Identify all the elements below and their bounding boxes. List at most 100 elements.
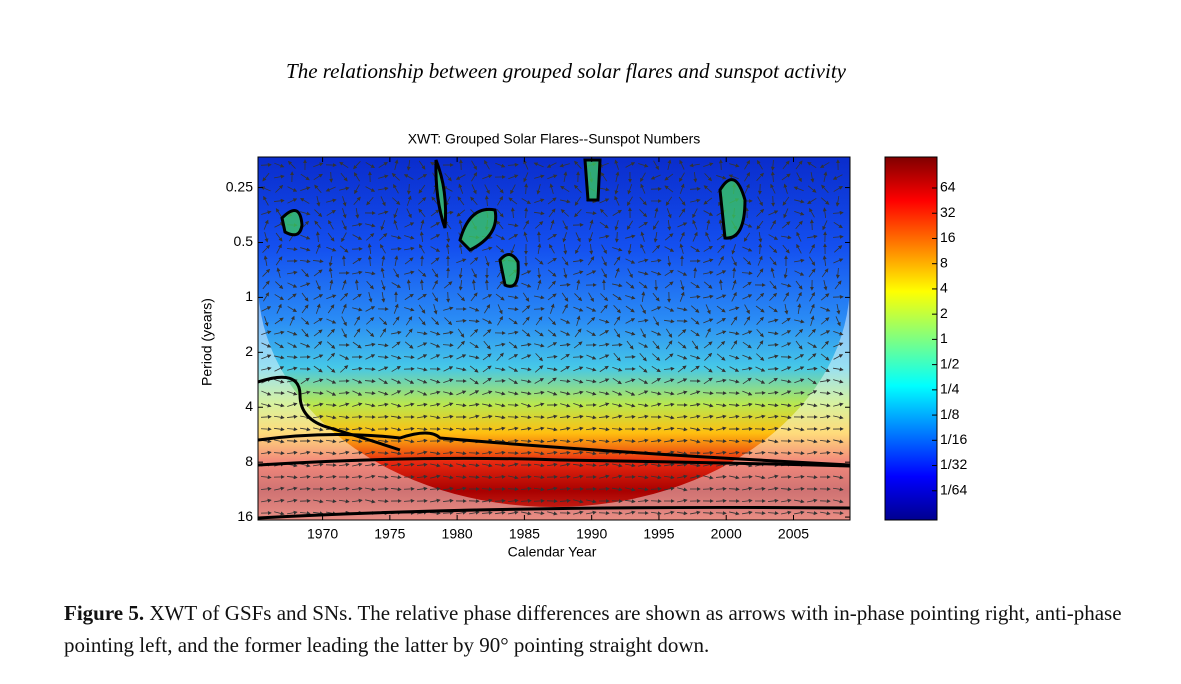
phase-arrow [742,222,753,228]
phase-arrow [677,270,688,276]
phase-arrow [794,354,805,360]
phase-arrow [690,427,701,432]
phase-arrow [728,439,740,444]
phase-arrow [338,390,350,395]
phase-arrow [289,315,295,326]
phase-arrow [833,331,844,336]
phase-arrow [430,222,441,228]
phase-arrow [443,366,454,372]
phase-arrow [819,450,831,455]
phase-arrow [312,259,324,264]
phase-arrow [624,414,636,419]
phase-arrow [547,427,558,432]
phase-arrow [314,341,323,349]
phase-arrow [560,391,571,396]
colorbar-tick-label: 2 [940,305,948,321]
phase-arrow [796,243,802,254]
phase-arrow [299,259,311,264]
phase-arrow [300,342,311,348]
phase-arrow [600,172,608,182]
phase-arrow [378,390,389,396]
phase-arrow [287,366,298,371]
phase-arrow [391,173,400,181]
phase-arrow [651,402,662,407]
phase-arrow [768,210,779,216]
phase-arrow [574,293,583,302]
phase-arrow [574,196,582,206]
phase-arrow [560,365,570,372]
y-tick-label: 0.5 [234,233,254,249]
phase-arrow [704,173,712,182]
phase-arrow [808,328,816,337]
phase-arrow [547,377,557,385]
phase-arrow [781,390,792,396]
phase-arrow [573,306,584,312]
phase-arrow [690,439,701,444]
phase-arrow [809,243,815,254]
phase-arrow [352,378,363,384]
phase-arrow [315,231,320,243]
phase-arrow [784,304,789,315]
phase-arrow [430,354,441,360]
phase-arrow [380,196,386,207]
phase-arrow [417,293,427,301]
phase-arrow [263,219,269,230]
phase-arrow [756,340,764,350]
phase-arrow [300,390,311,395]
phase-arrow [364,391,376,396]
phase-arrow [651,391,662,396]
phase-arrow [274,294,284,301]
x-tick-label: 2005 [778,526,809,542]
phase-arrow [677,222,688,228]
phase-arrow [612,293,622,301]
phase-arrow [654,207,659,218]
phase-arrow [599,342,610,347]
phase-arrow [521,379,532,384]
phase-arrow [705,231,711,242]
phase-arrow [613,305,621,314]
phase-arrow [352,257,362,265]
phase-arrow [534,402,545,407]
phase-arrow [742,354,753,360]
phase-arrow [420,219,425,230]
phase-arrow [612,438,623,443]
phase-arrow [703,377,713,385]
phase-arrow [523,219,529,230]
phase-arrow [430,451,441,456]
y-axis-label: Period (years) [199,298,215,386]
phase-arrow [585,439,597,444]
phase-arrow [563,243,568,255]
phase-arrow [781,366,792,372]
phase-arrow [833,186,843,192]
phase-arrow [455,403,467,408]
phase-arrow [716,353,726,361]
phase-arrow [341,303,347,314]
phase-arrow [301,328,309,338]
phase-arrow [547,414,558,419]
phase-arrow [742,330,753,336]
phase-arrow [365,162,375,169]
phase-arrow [352,293,362,301]
phase-arrow [638,390,649,396]
phase-arrow [430,378,441,384]
cone-of-influence [258,157,850,520]
phase-arrow [794,210,805,216]
phase-arrow [495,162,506,168]
phase-arrow [378,402,389,407]
phase-arrow [433,304,438,315]
phase-arrow [340,365,349,373]
phase-arrow [390,246,402,251]
phase-arrow [677,354,688,360]
phase-arrow [327,341,336,349]
phase-arrow [457,196,465,206]
phase-arrow [455,427,467,432]
phase-arrow [770,267,775,278]
phase-arrow [703,185,713,193]
phase-arrow [547,174,558,180]
phase-arrow [508,378,518,384]
phase-arrow [769,292,778,301]
phase-arrow [676,427,688,432]
phase-arrow [550,303,555,314]
phase-arrow [563,171,568,182]
phase-arrow [404,378,415,384]
